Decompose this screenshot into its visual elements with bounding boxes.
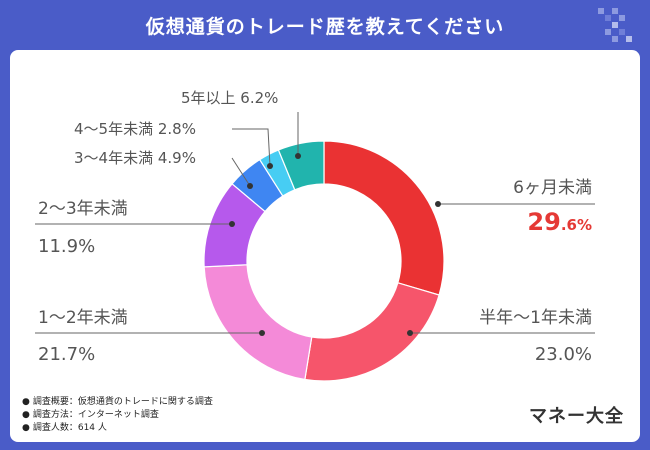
leader-dot-4 xyxy=(247,183,253,189)
leader-dot-5 xyxy=(267,163,273,169)
leader-dot-3 xyxy=(229,221,235,227)
slice-label-5: 4〜5年未満 2.8% xyxy=(74,120,196,138)
survey-note-overview: 調査概要：仮想通貨のトレードに関する調査 xyxy=(22,396,213,409)
leader-dot-6 xyxy=(295,153,301,159)
page-title: 仮想通貨のトレード歴を教えてください xyxy=(145,16,505,38)
leader-dot-1 xyxy=(407,330,413,336)
donut-slice-2 xyxy=(203,264,313,381)
slice-value-1: 23.0% xyxy=(535,344,592,365)
brand-logo: マネー大全 xyxy=(529,406,624,427)
donut-slice-6 xyxy=(277,140,325,191)
slice-value-3: 11.9% xyxy=(38,236,95,257)
leader-line-4 xyxy=(231,157,251,187)
donut-slice-0 xyxy=(323,140,445,296)
slice-label-1: 半年〜1年未満 xyxy=(479,308,592,328)
leader-dot-0 xyxy=(435,201,441,207)
donut-slice-1 xyxy=(304,282,440,382)
survey-notes: 調査概要：仮想通貨のトレードに関する調査 調査方法：インターネット調査 調査人数… xyxy=(22,396,213,435)
slice-label-2: 1〜2年未満 xyxy=(38,308,128,328)
survey-note-count: 調査人数：614 人 xyxy=(22,422,213,435)
survey-note-method: 調査方法：インターネット調査 xyxy=(22,409,213,422)
slice-label-6: 5年以上 6.2% xyxy=(181,89,278,107)
slice-label-3: 2〜3年未満 xyxy=(38,199,128,219)
leader-line-5 xyxy=(232,128,271,167)
decorative-grid-icon xyxy=(598,8,632,42)
slice-label-0: 6ヶ月未満 xyxy=(513,178,592,198)
slice-label-4: 3〜4年未満 4.9% xyxy=(74,149,196,167)
leader-dot-2 xyxy=(259,330,265,336)
slice-value-0: 29.6% xyxy=(527,208,592,236)
slice-value-2: 21.7% xyxy=(38,344,95,365)
